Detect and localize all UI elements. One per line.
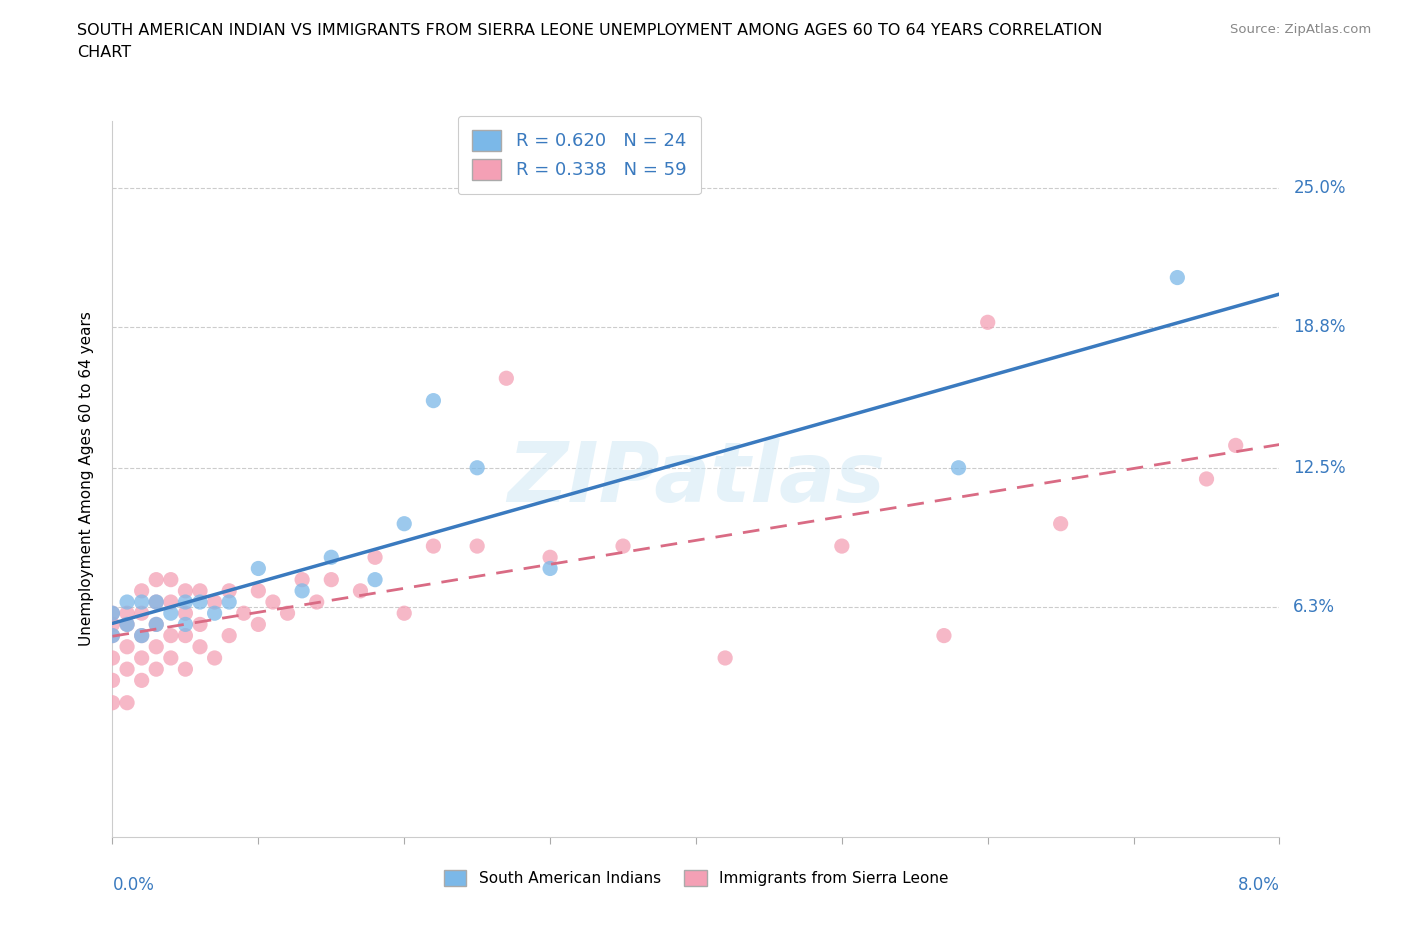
Point <box>364 572 387 587</box>
Point <box>115 617 138 631</box>
Point <box>204 651 226 666</box>
Point <box>160 594 183 609</box>
Point <box>115 594 138 609</box>
Point <box>131 583 153 598</box>
Point <box>948 460 970 475</box>
Text: ZIPatlas: ZIPatlas <box>508 438 884 520</box>
Point <box>1225 438 1247 453</box>
Point <box>145 639 167 654</box>
Point <box>174 605 197 620</box>
Point <box>612 538 634 553</box>
Point <box>131 605 153 620</box>
Point <box>321 550 343 565</box>
Legend: South American Indians, Immigrants from Sierra Leone: South American Indians, Immigrants from … <box>436 862 956 894</box>
Point <box>976 315 998 330</box>
Text: 6.3%: 6.3% <box>1294 597 1336 616</box>
Point <box>1195 472 1218 486</box>
Point <box>714 651 737 666</box>
Point <box>101 605 124 620</box>
Point <box>115 639 138 654</box>
Point <box>218 594 240 609</box>
Point <box>538 550 561 565</box>
Point <box>145 594 167 609</box>
Point <box>101 673 124 688</box>
Point <box>101 605 124 620</box>
Point <box>101 696 124 711</box>
Point <box>160 605 183 620</box>
Point <box>115 617 138 631</box>
Point <box>232 605 254 620</box>
Point <box>394 516 416 531</box>
Point <box>1049 516 1071 531</box>
Point <box>160 572 183 587</box>
Point <box>145 617 167 631</box>
Point <box>115 696 138 711</box>
Point <box>305 594 328 609</box>
Text: 25.0%: 25.0% <box>1294 179 1346 197</box>
Point <box>174 662 197 677</box>
Point <box>174 583 197 598</box>
Point <box>422 393 444 408</box>
Point <box>101 628 124 643</box>
Text: SOUTH AMERICAN INDIAN VS IMMIGRANTS FROM SIERRA LEONE UNEMPLOYMENT AMONG AGES 60: SOUTH AMERICAN INDIAN VS IMMIGRANTS FROM… <box>77 23 1102 60</box>
Text: Source: ZipAtlas.com: Source: ZipAtlas.com <box>1230 23 1371 36</box>
Point <box>247 617 270 631</box>
Point <box>131 673 153 688</box>
Point <box>495 371 517 386</box>
Point <box>1166 270 1188 285</box>
Point <box>160 651 183 666</box>
Point <box>247 561 270 576</box>
Point <box>204 605 226 620</box>
Point <box>465 460 488 475</box>
Point <box>465 538 488 553</box>
Point <box>145 617 167 631</box>
Point <box>160 628 183 643</box>
Point <box>321 572 343 587</box>
Point <box>188 639 211 654</box>
Point <box>218 628 240 643</box>
Point <box>131 628 153 643</box>
Point <box>145 662 167 677</box>
Point <box>174 628 197 643</box>
Point <box>262 594 284 609</box>
Point <box>422 538 444 553</box>
Point <box>218 583 240 598</box>
Point <box>831 538 853 553</box>
Point <box>932 628 955 643</box>
Point <box>247 583 270 598</box>
Point <box>364 550 387 565</box>
Point <box>101 617 124 631</box>
Point <box>349 583 371 598</box>
Point <box>188 594 211 609</box>
Text: 0.0%: 0.0% <box>112 876 155 894</box>
Point <box>131 651 153 666</box>
Point <box>115 605 138 620</box>
Text: 8.0%: 8.0% <box>1237 876 1279 894</box>
Point <box>115 662 138 677</box>
Text: 12.5%: 12.5% <box>1294 458 1346 477</box>
Point <box>101 628 124 643</box>
Point <box>291 583 314 598</box>
Point <box>291 572 314 587</box>
Point <box>174 617 197 631</box>
Point <box>101 651 124 666</box>
Point <box>204 594 226 609</box>
Point <box>394 605 416 620</box>
Point <box>174 594 197 609</box>
Text: 18.8%: 18.8% <box>1294 318 1346 336</box>
Point <box>188 583 211 598</box>
Point <box>131 628 153 643</box>
Point <box>188 617 211 631</box>
Point <box>145 594 167 609</box>
Y-axis label: Unemployment Among Ages 60 to 64 years: Unemployment Among Ages 60 to 64 years <box>79 312 94 646</box>
Point <box>145 572 167 587</box>
Point <box>538 561 561 576</box>
Point <box>276 605 298 620</box>
Point <box>131 594 153 609</box>
